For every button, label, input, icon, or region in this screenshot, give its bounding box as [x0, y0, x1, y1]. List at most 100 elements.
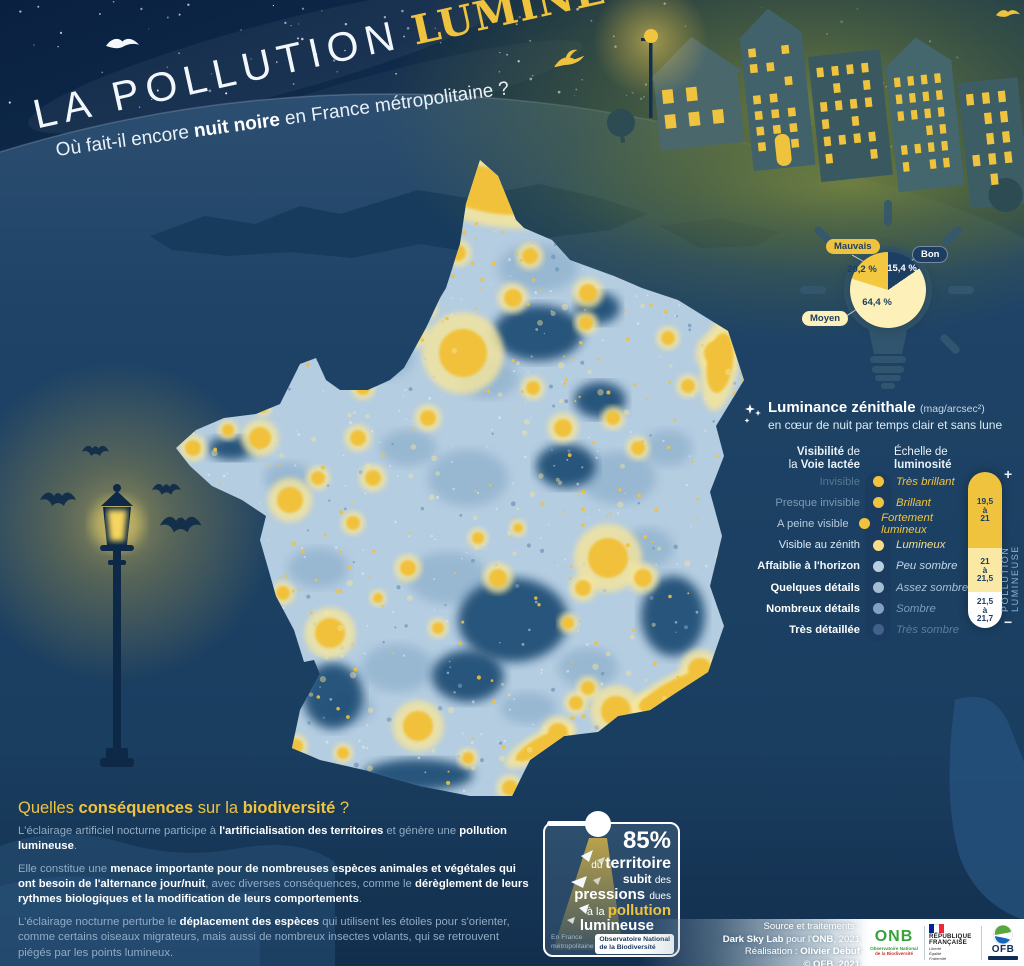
speckle	[523, 455, 527, 459]
speckle	[649, 189, 651, 191]
speckle	[498, 741, 503, 745]
speckle	[591, 728, 593, 731]
light-dot	[699, 717, 704, 722]
light-dot	[275, 193, 280, 197]
speckle	[420, 506, 424, 511]
city-glow	[276, 586, 290, 600]
pollution-scale-bar: 19,5 à 21 21 à 21,5 21,5 à 21,7	[968, 472, 1002, 628]
speckle	[471, 700, 475, 704]
speckle	[521, 642, 525, 646]
light-dot	[353, 667, 358, 672]
speckle	[380, 266, 383, 270]
light-dot	[624, 309, 627, 312]
speckle	[335, 340, 340, 345]
light-dot	[701, 298, 706, 303]
light-dot	[474, 544, 480, 551]
light-dot	[597, 357, 600, 361]
speckle	[453, 691, 456, 694]
light-dot	[495, 563, 498, 567]
star	[208, 89, 212, 93]
window	[790, 138, 800, 148]
speckle	[547, 523, 550, 526]
light-dot	[563, 382, 567, 386]
star	[8, 101, 11, 104]
scale-segment: 19,5 à 21	[968, 472, 1002, 548]
speckle	[295, 430, 298, 432]
light-dot	[740, 378, 744, 383]
speckle	[245, 154, 248, 157]
light-dot	[392, 198, 396, 202]
window	[849, 98, 858, 109]
luminosity-label: Sombre	[896, 602, 936, 615]
speckle	[306, 529, 310, 532]
city-glow	[681, 379, 695, 393]
light-dot	[605, 651, 611, 657]
city-glow	[383, 313, 397, 327]
light-dot	[707, 718, 711, 722]
speckle	[325, 740, 329, 744]
speckle	[705, 564, 708, 568]
light-dot	[609, 237, 614, 242]
light-dot	[445, 236, 450, 241]
speckle	[185, 274, 190, 278]
city-glow	[526, 381, 540, 395]
map-mid-patch	[580, 452, 656, 504]
light-dot	[512, 409, 515, 411]
speckle	[433, 609, 436, 611]
window	[664, 114, 677, 129]
speckle	[452, 487, 455, 491]
speckle	[734, 734, 737, 738]
speckle	[528, 628, 531, 632]
speckle	[307, 765, 311, 769]
light-dot	[224, 653, 228, 658]
sardinia-silhouette	[949, 696, 1024, 920]
light-dot	[412, 428, 415, 431]
map-mid-patch	[362, 644, 434, 692]
speckle	[457, 683, 463, 688]
light-dot	[577, 494, 579, 496]
speckle	[446, 671, 450, 675]
legend-header-luminosity: Échelle de luminosité	[894, 446, 952, 472]
speckle	[294, 464, 297, 467]
light-dot	[570, 148, 576, 154]
speckle	[588, 258, 591, 260]
light-dot	[310, 436, 316, 442]
speckle	[329, 698, 333, 701]
light-dot	[668, 594, 672, 599]
speckle	[620, 722, 623, 726]
light-dot	[734, 394, 740, 399]
city-glow	[346, 516, 360, 530]
light-dot	[275, 345, 282, 352]
star	[336, 71, 338, 73]
light-dot	[652, 661, 657, 666]
speckle	[539, 537, 542, 540]
light-dot	[687, 592, 690, 595]
scale-segment: 21,5 à 21,7	[968, 592, 1002, 628]
speckle	[584, 308, 586, 311]
speckle	[704, 429, 707, 432]
window	[922, 91, 930, 102]
light-dot	[408, 531, 411, 534]
impact-line-2: du territoire	[591, 855, 671, 872]
speckle	[637, 501, 641, 505]
window	[988, 152, 997, 165]
pie-label-mauvais: Mauvais	[826, 239, 880, 254]
city-glow	[704, 341, 728, 365]
footer-strip	[638, 919, 1024, 966]
light-dot	[620, 463, 625, 469]
speckle	[514, 795, 516, 796]
light-dot	[306, 362, 310, 367]
speckle	[277, 703, 279, 705]
window	[747, 48, 757, 58]
speckle	[430, 534, 433, 538]
light-dot	[609, 512, 612, 516]
scale-plus-sign: +	[1004, 466, 1013, 482]
light-dot	[492, 699, 496, 704]
speckle	[553, 464, 556, 467]
speckle	[451, 296, 454, 299]
credits-line-2: Dark Sky Lab pour l'ONB, 2021	[722, 933, 860, 945]
light-dot	[179, 748, 184, 754]
light-dot	[247, 251, 252, 255]
light-dot	[381, 453, 385, 457]
moth-icons	[567, 850, 605, 924]
